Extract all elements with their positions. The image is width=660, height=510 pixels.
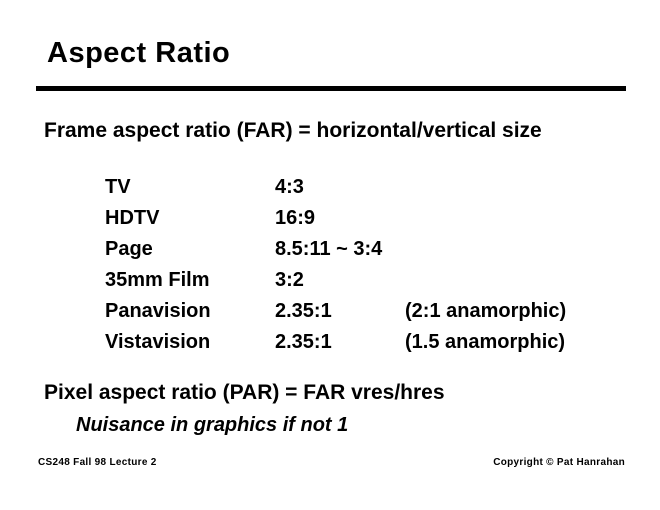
ratio-value: 2.35:1 [275,331,332,353]
format-label: HDTV [105,207,160,229]
ratio-value: 2.35:1 [275,300,332,322]
aspect-ratio-table: TV 4:3 HDTV 16:9 Page 8.5:11 ~ 3:4 35mm … [105,172,566,358]
slide-title: Aspect Ratio [47,37,231,69]
far-heading: Frame aspect ratio (FAR) = horizontal/ve… [44,119,542,142]
ratio-note: (2:1 anamorphic) [405,300,567,322]
format-label: 35mm Film [105,269,210,291]
format-label: TV [105,176,131,198]
table-row: 35mm Film 3:2 [105,265,566,296]
table-row: Panavision 2.35:1 (2:1 anamorphic) [105,296,566,327]
title-divider-rule [36,86,626,91]
format-label: Panavision [105,300,211,322]
footer-copyright: Copyright © Pat Hanrahan [493,457,625,468]
table-row: Vistavision 2.35:1 (1.5 anamorphic) [105,327,566,358]
table-row: HDTV 16:9 [105,203,566,234]
ratio-note: (1.5 anamorphic) [405,331,566,353]
footer-course-label: CS248 Fall 98 Lecture 2 [38,457,157,468]
ratio-value: 8.5:11 ~ 3:4 [275,238,383,260]
par-heading: Pixel aspect ratio (PAR) = FAR vres/hres [44,381,445,404]
table-row: Page 8.5:11 ~ 3:4 [105,234,566,265]
table-row: TV 4:3 [105,172,566,203]
ratio-value: 4:3 [275,176,304,198]
par-note: Nuisance in graphics if not 1 [76,414,349,436]
ratio-value: 3:2 [275,269,304,291]
ratio-value: 16:9 [275,207,316,229]
format-label: Page [105,238,153,260]
format-label: Vistavision [105,331,211,353]
